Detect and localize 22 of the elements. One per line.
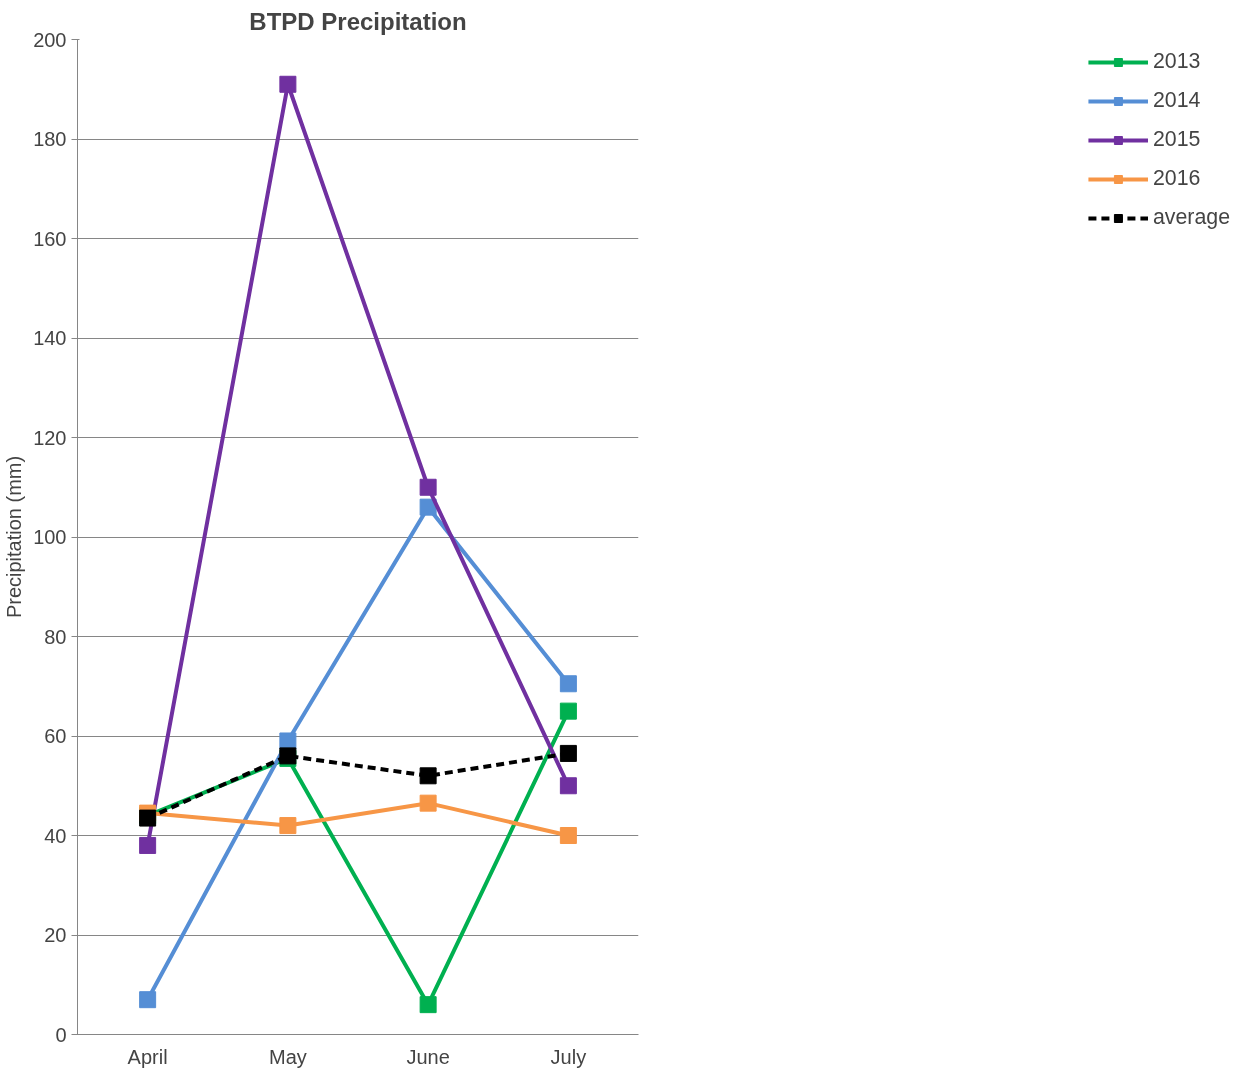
y-tick-label: 180 <box>33 128 67 150</box>
legend-label: 2014 <box>1152 88 1201 113</box>
legend-label: 2015 <box>1152 127 1201 152</box>
y-tick-label: 20 <box>44 924 67 946</box>
y-tick-label: 100 <box>33 526 67 548</box>
y-tick-label: 60 <box>44 725 67 747</box>
legend-label: 2013 <box>1152 49 1201 74</box>
x-tick-label: July <box>550 1045 587 1068</box>
legend-label: average <box>1152 205 1230 230</box>
y-tick-label: 160 <box>33 227 67 250</box>
x-tick-label: May <box>268 1045 307 1068</box>
chart-title: BTPD Precipitation <box>249 7 467 35</box>
y-tick-label: 200 <box>33 28 67 51</box>
y-tick-label: 80 <box>44 625 67 648</box>
y-tick-label: 140 <box>33 327 67 349</box>
y-tick-label: 40 <box>44 824 67 847</box>
y-axis-title: Precipitation (mm) <box>3 455 26 619</box>
x-tick-label: April <box>127 1045 168 1068</box>
legend-label: 2016 <box>1152 166 1201 191</box>
x-tick-label: June <box>406 1045 450 1068</box>
y-tick-label: 0 <box>55 1023 67 1046</box>
y-tick-label: 120 <box>33 426 67 449</box>
